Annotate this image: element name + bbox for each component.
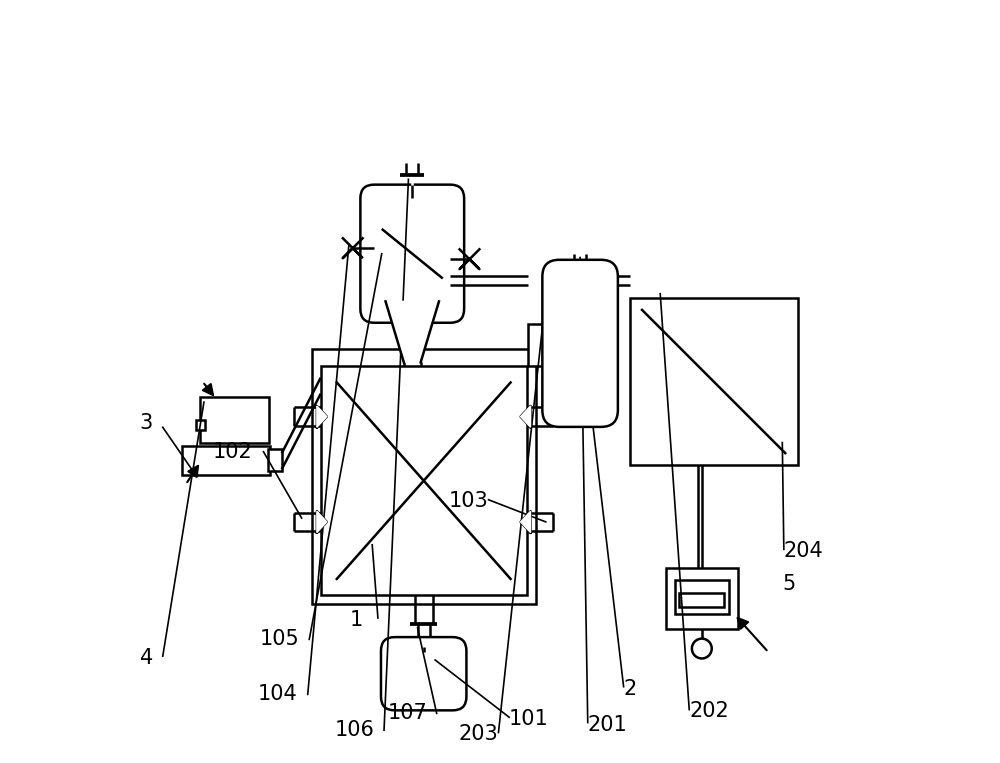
Text: 204: 204 <box>784 541 824 561</box>
Bar <box>182 446 270 475</box>
FancyBboxPatch shape <box>381 637 466 710</box>
Text: 202: 202 <box>689 701 729 721</box>
Polygon shape <box>521 406 531 427</box>
Text: 1: 1 <box>349 610 363 629</box>
FancyBboxPatch shape <box>360 185 464 323</box>
Polygon shape <box>317 406 327 427</box>
Text: 203: 203 <box>459 724 498 744</box>
Bar <box>200 397 269 443</box>
FancyBboxPatch shape <box>542 260 618 427</box>
Bar <box>196 420 205 430</box>
Bar <box>675 580 729 614</box>
Bar <box>312 349 536 604</box>
Text: 4: 4 <box>140 648 153 668</box>
Text: 201: 201 <box>588 715 627 735</box>
Text: 105: 105 <box>260 629 299 649</box>
Text: 107: 107 <box>388 703 428 723</box>
Bar <box>321 366 527 595</box>
Bar <box>666 568 738 629</box>
Bar <box>679 593 724 607</box>
Polygon shape <box>317 511 327 533</box>
Text: 2: 2 <box>624 679 637 699</box>
Text: 103: 103 <box>449 491 489 511</box>
Polygon shape <box>521 511 531 533</box>
Circle shape <box>692 639 712 658</box>
Text: 101: 101 <box>509 709 549 729</box>
Text: 102: 102 <box>212 442 252 462</box>
Text: 3: 3 <box>140 414 153 433</box>
Bar <box>630 298 798 465</box>
Text: 5: 5 <box>782 574 796 594</box>
Polygon shape <box>386 301 439 362</box>
Text: 104: 104 <box>258 684 298 704</box>
Text: 106: 106 <box>334 720 374 740</box>
Bar <box>268 449 282 471</box>
Bar <box>528 324 557 366</box>
